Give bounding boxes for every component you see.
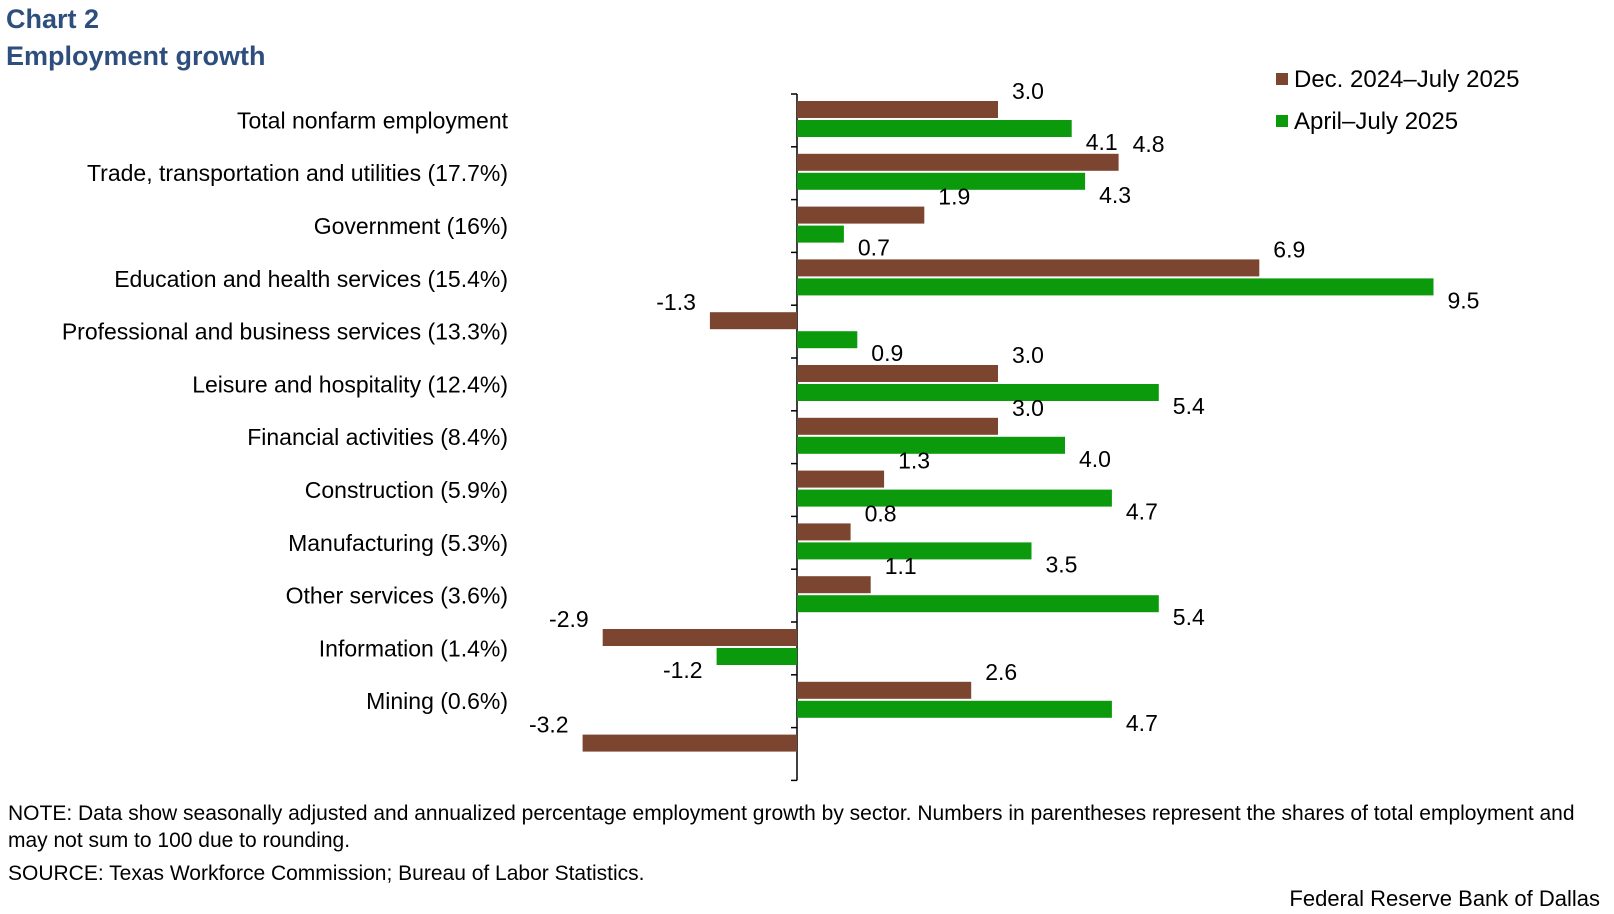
data-label: 1.3: [898, 448, 930, 474]
bar-april-july-2025: [797, 700, 1112, 718]
chart-note: NOTE: Data show seasonally adjusted and …: [8, 802, 1575, 852]
category-label: Leisure and hospitality (12.4%): [192, 371, 508, 397]
data-label: 1.1: [885, 553, 917, 579]
bar-april-july-2025: [797, 489, 1112, 507]
bar-dec-2024-july-2025: [797, 681, 972, 699]
bar-april-july-2025: [797, 384, 1159, 401]
bar-april-july-2025: [797, 278, 1434, 296]
data-label: 5.4: [1173, 393, 1205, 419]
bar-dec-2024-july-2025: [709, 312, 797, 330]
data-label: 3.0: [1012, 78, 1044, 104]
data-label: 0.8: [865, 500, 897, 526]
legend-label: Dec. 2024–July 2025: [1294, 66, 1520, 93]
bar-dec-2024-july-2025: [797, 365, 998, 382]
bar-dec-2024-july-2025: [582, 734, 797, 752]
bar-april-july-2025: [797, 595, 1159, 613]
category-label: Professional and business services (13.3…: [62, 319, 508, 345]
bar-dec-2024-july-2025: [797, 523, 851, 541]
category-label: Information (1.4%): [319, 635, 508, 661]
data-label: -3.2: [529, 712, 569, 738]
chart-title-line1: Chart 2: [6, 4, 100, 34]
data-label: 4.1: [1086, 129, 1118, 155]
data-label: 0.9: [871, 340, 903, 366]
data-label: 4.7: [1126, 710, 1158, 736]
data-label: 6.9: [1273, 236, 1305, 262]
bar-dec-2024-july-2025: [797, 259, 1260, 277]
bar-april-july-2025: [797, 172, 1086, 190]
bar-dec-2024-july-2025: [797, 417, 998, 435]
bar-april-july-2025: [716, 648, 797, 665]
data-label: 1.9: [938, 184, 970, 210]
bar-dec-2024-july-2025: [797, 153, 1119, 171]
bar-april-july-2025: [797, 331, 858, 349]
bar-april-july-2025: [797, 225, 844, 243]
data-label: 5.4: [1173, 604, 1205, 630]
category-label: Mining (0.6%): [366, 688, 508, 714]
data-label: -1.3: [656, 289, 696, 315]
data-label: -1.2: [663, 657, 703, 683]
data-label: 4.3: [1099, 182, 1131, 208]
data-label: 3.0: [1012, 342, 1044, 368]
data-label: 4.0: [1079, 446, 1111, 472]
category-label: Financial activities (8.4%): [247, 424, 508, 450]
data-label: 9.5: [1448, 287, 1480, 313]
data-label: 3.5: [1046, 551, 1078, 577]
chart-title-line2: Employment growth: [6, 41, 266, 71]
data-label: 2.6: [985, 659, 1017, 685]
data-label: 3.0: [1012, 395, 1044, 421]
bar-chart: Total nonfarm employment 3.0 4.1 Trade, tra…: [62, 66, 1520, 782]
bar-dec-2024-july-2025: [797, 576, 871, 594]
data-label: 0.7: [858, 235, 890, 261]
category-label: Trade, transportation and utilities (17.…: [87, 160, 508, 186]
category-label: Other services (3.6%): [286, 583, 508, 609]
bar-dec-2024-july-2025: [797, 470, 885, 488]
chart-source: SOURCE: Texas Workforce Commission; Bure…: [8, 862, 645, 885]
category-label: Government (16%): [314, 213, 508, 239]
data-label: 4.8: [1133, 131, 1165, 157]
legend-label: April–July 2025: [1294, 108, 1458, 135]
category-label: Construction (5.9%): [305, 477, 508, 503]
bar-dec-2024-july-2025: [602, 629, 797, 646]
category-label: Manufacturing (5.3%): [288, 530, 508, 556]
bar-april-july-2025: [797, 542, 1032, 560]
bar-april-july-2025: [797, 436, 1065, 454]
footer-credit: Federal Reserve Bank of Dallas: [1289, 886, 1600, 911]
bar-dec-2024-july-2025: [797, 206, 925, 224]
bar-april-july-2025: [797, 120, 1072, 137]
category-label: Total nonfarm employment: [237, 107, 509, 133]
data-label: -2.9: [549, 606, 589, 632]
data-label: 4.7: [1126, 499, 1158, 525]
legend-swatch-dec-2024-july-2025: [1276, 73, 1288, 85]
legend-swatch-april-july-2025: [1276, 115, 1288, 127]
category-label: Education and health services (15.4%): [114, 266, 508, 292]
bar-dec-2024-july-2025: [797, 101, 998, 118]
